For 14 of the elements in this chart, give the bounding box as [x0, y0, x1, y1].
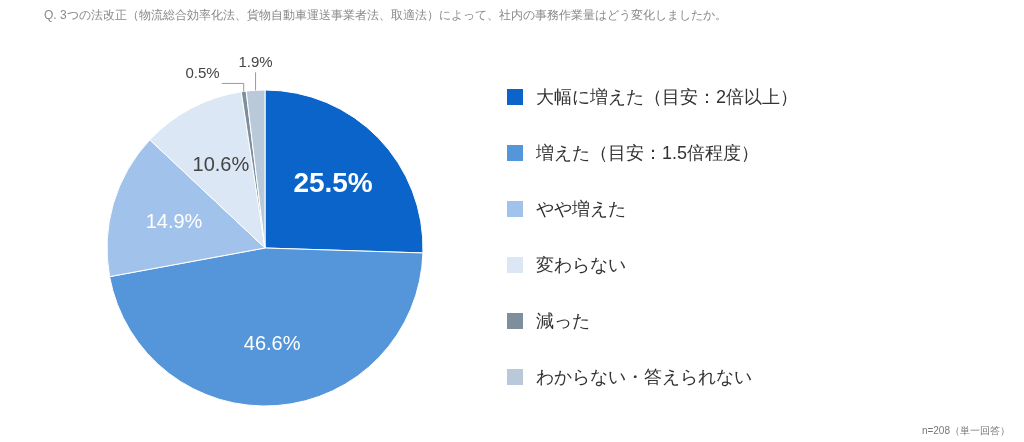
legend-label: 減った — [536, 311, 590, 331]
legend-label: 増えた（目安：1.5倍程度） — [536, 143, 760, 163]
legend-label: 変わらない — [536, 255, 626, 275]
annotation: n=208（単一回答） — [921, 425, 1010, 436]
data-label: 10.6% — [192, 153, 250, 176]
legend-label: やや増えた — [536, 199, 626, 219]
legend-label: 大幅に増えた（目安：2倍以上） — [536, 87, 798, 107]
legend-label: わからない・答えられない — [536, 367, 752, 387]
data-label: 14.9% — [145, 210, 203, 233]
data-label: 46.6% — [243, 331, 301, 354]
data-label: 1.9% — [238, 53, 273, 71]
title: Q. 3つの法改正（物流総合効率化法、貨物自動車運送事業者法、取適法）によって、社内の事務作業量はどう変化しましたか。 — [44, 8, 727, 22]
data-label: 25.5% — [293, 167, 373, 199]
data-label: 0.5% — [185, 64, 220, 82]
